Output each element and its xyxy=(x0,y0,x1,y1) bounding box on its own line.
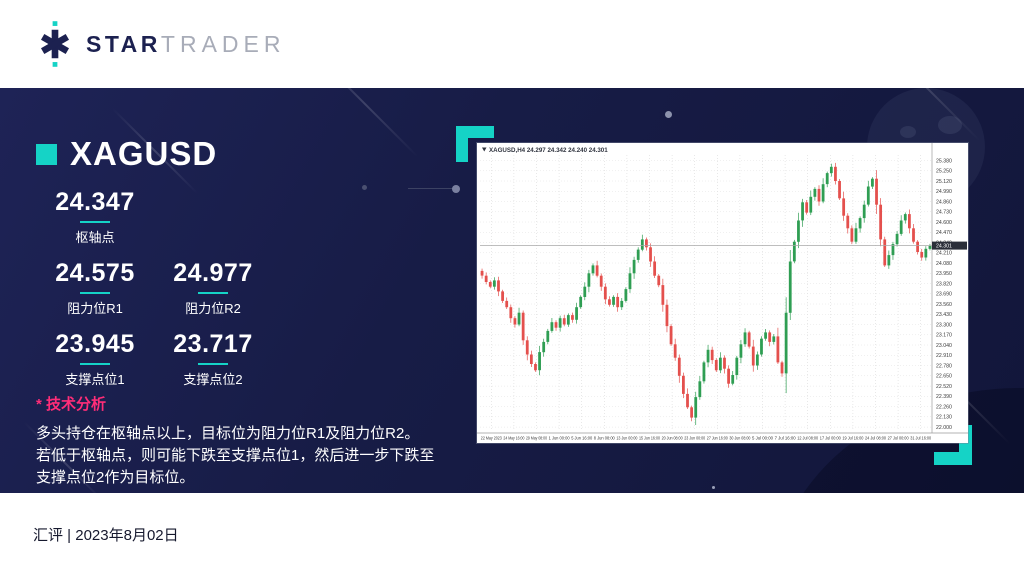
dot-decoration xyxy=(452,185,460,193)
svg-text:22.000: 22.000 xyxy=(936,425,952,431)
svg-text:24 Jul 08:00: 24 Jul 08:00 xyxy=(865,436,886,441)
teal-corner-bracket-top-left xyxy=(456,126,494,162)
svg-text:19 Jul 16:00: 19 Jul 16:00 xyxy=(842,436,863,441)
svg-text:24.730: 24.730 xyxy=(936,210,952,216)
svg-text:24.301: 24.301 xyxy=(936,244,952,250)
svg-text:23.040: 23.040 xyxy=(936,343,952,349)
support1-value: 23.945 xyxy=(55,330,135,358)
svg-text:29 May 08:00: 29 May 08:00 xyxy=(526,436,547,441)
pivot-point-value: 24.347 xyxy=(55,188,135,216)
svg-text:23.950: 23.950 xyxy=(936,271,952,277)
svg-text:24.080: 24.080 xyxy=(936,261,952,267)
svg-text:24.470: 24.470 xyxy=(936,230,952,236)
support2-label: 支撑点位2 xyxy=(183,372,243,387)
svg-text:22.390: 22.390 xyxy=(936,394,952,400)
svg-text:22.260: 22.260 xyxy=(936,404,952,410)
svg-text:27 Jun 16:00: 27 Jun 16:00 xyxy=(707,436,728,441)
pivot-levels-grid: 24.347 枢轴点 24.575 阻力位R1 24.977 阻力位R2 23.… xyxy=(36,188,272,388)
svg-text:24.600: 24.600 xyxy=(936,220,952,226)
svg-text:30 Jun 08:00: 30 Jun 08:00 xyxy=(729,436,750,441)
svg-text:5 Jul 00:00: 5 Jul 00:00 xyxy=(752,436,773,441)
chart-window: 22 May 2023 24 May 16:00 29 May 08:00 1 Jun… xyxy=(477,143,968,443)
analysis-line: 支撑点位2作为目标位。 xyxy=(36,469,195,486)
svg-text:23.300: 23.300 xyxy=(936,322,952,328)
startrader-logo: STARTRADER xyxy=(36,21,285,67)
analysis-heading: * 技术分析 xyxy=(36,396,107,413)
dot-decoration xyxy=(712,486,715,489)
svg-text:23.430: 23.430 xyxy=(936,312,952,318)
svg-text:24 May 16:00: 24 May 16:00 xyxy=(503,436,524,441)
planet-crater-decoration xyxy=(938,116,962,134)
svg-text:24.860: 24.860 xyxy=(936,199,952,205)
svg-text:15 Jun 16:00: 15 Jun 16:00 xyxy=(639,436,660,441)
svg-text:8 Jun 08:00: 8 Jun 08:00 xyxy=(594,436,615,441)
teal-underline xyxy=(80,363,110,365)
svg-text:1 Jun 00:00: 1 Jun 00:00 xyxy=(549,436,570,441)
logo-word-trader: TRADER xyxy=(160,30,286,57)
price-chart-svg: 22 May 2023 24 May 16:00 29 May 08:00 1 Jun… xyxy=(477,143,968,443)
top-header-bar: STARTRADER xyxy=(0,0,1024,88)
resistance2-value: 24.977 xyxy=(173,259,253,287)
teal-underline xyxy=(198,292,228,294)
svg-text:22.130: 22.130 xyxy=(936,415,952,421)
svg-text:25.380: 25.380 xyxy=(936,158,952,164)
main-panel: XAGUSD 24.347 枢轴点 24.575 阻力位R1 24.977 阻力… xyxy=(0,88,1024,493)
support1-label: 支撑点位1 xyxy=(65,372,125,387)
footer-bar: 汇评 | 2023年8月02日 xyxy=(0,493,1024,576)
footer-date-text: 汇评 | 2023年8月02日 xyxy=(33,527,179,544)
svg-text:25.250: 25.250 xyxy=(936,169,952,175)
svg-text:27 Jul 00:00: 27 Jul 00:00 xyxy=(888,436,909,441)
svg-text:22.780: 22.780 xyxy=(936,363,952,369)
svg-text:24.990: 24.990 xyxy=(936,189,952,195)
svg-text:31 Jul 16:00: 31 Jul 16:00 xyxy=(910,436,931,441)
svg-text:23 Jun 00:00: 23 Jun 00:00 xyxy=(684,436,705,441)
analysis-line: 多头持仓在枢轴点以上，目标位为阻力位R1及阻力位R2。 xyxy=(36,425,420,442)
symbol-title: XAGUSD xyxy=(70,135,218,172)
svg-text:23.690: 23.690 xyxy=(936,292,952,298)
pivot-point-cell: 24.347 枢轴点 xyxy=(36,188,154,246)
svg-text:25.120: 25.120 xyxy=(936,179,952,185)
svg-text:23.560: 23.560 xyxy=(936,302,952,308)
logo-word-star: STAR xyxy=(86,30,161,57)
resistance2-cell: 24.977 阻力位R2 xyxy=(154,259,272,317)
teal-underline xyxy=(198,363,228,365)
svg-text:17 Jul 00:00: 17 Jul 00:00 xyxy=(820,436,841,441)
resistance2-label: 阻力位R2 xyxy=(185,301,241,316)
diagonal-streak-decoration xyxy=(311,88,419,158)
planet-crater-decoration xyxy=(900,126,916,138)
star-logo-icon xyxy=(40,21,70,67)
svg-text:7 Jul 16:00: 7 Jul 16:00 xyxy=(775,436,796,441)
svg-text:23.170: 23.170 xyxy=(936,333,952,339)
pivot-point-label: 枢轴点 xyxy=(75,230,115,245)
grid-spacer xyxy=(154,188,272,246)
svg-text:22.910: 22.910 xyxy=(936,353,952,359)
resistance1-label: 阻力位R1 xyxy=(67,301,123,316)
support1-cell: 23.945 支撑点位1 xyxy=(36,330,154,388)
svg-text:20 Jun 08:00: 20 Jun 08:00 xyxy=(662,436,683,441)
svg-text:22.650: 22.650 xyxy=(936,374,952,380)
teal-square-bullet xyxy=(36,143,57,165)
svg-text:23.820: 23.820 xyxy=(936,281,952,287)
analysis-line: 若低于枢轴点，则可能下跌至支撑点位1，然后进一步下跌至 xyxy=(36,447,435,464)
svg-text:5 Jun 16:00: 5 Jun 16:00 xyxy=(571,436,592,441)
teal-underline xyxy=(80,221,110,223)
technical-analysis-block: * 技术分析 多头持仓在枢轴点以上，目标位为阻力位R1及阻力位R2。 若低于枢轴… xyxy=(36,393,476,489)
svg-text:22.520: 22.520 xyxy=(936,384,952,390)
dot-decoration xyxy=(665,111,672,118)
logo-wordmark: STARTRADER xyxy=(86,31,285,58)
teal-underline xyxy=(80,292,110,294)
resistance1-value: 24.575 xyxy=(55,259,135,287)
svg-text:22 May 2023: 22 May 2023 xyxy=(481,436,502,441)
svg-text:13 Jun 00:00: 13 Jun 00:00 xyxy=(616,436,637,441)
support2-cell: 23.717 支撑点位2 xyxy=(154,330,272,388)
svg-text:24.210: 24.210 xyxy=(936,251,952,257)
svg-text:12 Jul 08:00: 12 Jul 08:00 xyxy=(797,436,818,441)
resistance1-cell: 24.575 阻力位R1 xyxy=(36,259,154,317)
symbol-heading-row: XAGUSD xyxy=(36,135,217,173)
support2-value: 23.717 xyxy=(173,330,253,358)
svg-text:XAGUSD,H4 24.297 24.342 24.240: XAGUSD,H4 24.297 24.342 24.240 24.301 xyxy=(489,147,608,154)
line-decoration xyxy=(408,188,453,189)
dot-decoration xyxy=(362,185,367,190)
